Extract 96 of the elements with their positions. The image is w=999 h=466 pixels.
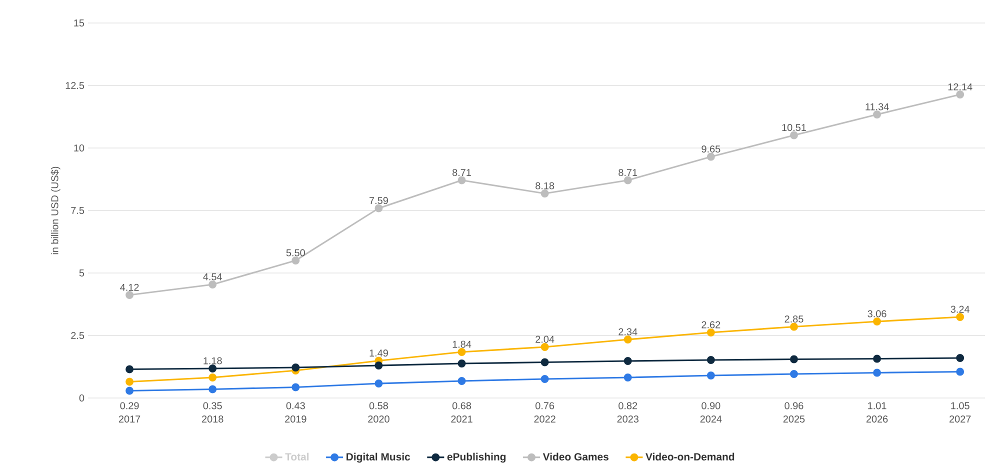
point [956,90,964,99]
data-label: 11.34 [866,103,889,110]
data-label: 0.90 [702,402,720,410]
x-tick-label: 2019 [285,416,306,423]
point [540,358,549,366]
data-label: 4.54 [203,273,222,280]
point [956,354,964,362]
data-label: 5.50 [286,249,305,256]
point [458,176,466,184]
data-label: 0.68 [452,402,472,410]
point [873,354,882,363]
point [292,364,300,372]
data-label: 7.59 [370,197,388,204]
data-label: 0.29 [120,402,139,410]
legend-label: Video Games [542,452,608,461]
point [540,375,549,384]
point [956,313,964,322]
point [374,362,383,370]
x-tick-label: 2017 [118,416,140,423]
data-label: 12.14 [948,83,972,90]
y-tick-label: 15 [74,20,84,27]
data-label: 1.84 [452,340,472,348]
point [873,318,882,326]
data-label: 3.24 [950,306,970,313]
data-label: 2.34 [618,328,638,336]
point [790,370,798,378]
y-tick-label: 7.5 [71,207,84,214]
data-label: 2.85 [784,316,804,323]
point [956,368,964,376]
data-label: 3.06 [868,310,886,318]
point [126,386,134,395]
x-tick-label: 2026 [866,416,888,423]
y-tick-label: 2.5 [71,332,84,340]
point [706,328,715,337]
legend-label: ePublishing [447,452,506,463]
point [624,336,632,344]
data-label: 2.04 [536,336,554,343]
y-tick-label: 10 [74,144,84,152]
data-label: 1.18 [204,357,222,364]
point [208,364,217,373]
data-label: 9.65 [702,146,720,153]
point [292,383,300,392]
point [208,374,217,382]
point [458,377,466,386]
data-label: 0.58 [369,402,388,410]
point [458,360,466,368]
x-tick-label: 2020 [368,416,390,423]
x-tick-label: 2027 [950,416,971,423]
point [540,190,549,198]
point [208,385,217,394]
y-tick-label: 5 [79,270,84,277]
data-label: 1.05 [951,402,970,410]
data-label: 0.76 [536,402,554,410]
point [126,365,134,374]
point [790,355,798,364]
legend-label: Digital Music [346,452,410,463]
data-label: 1.49 [370,350,388,357]
data-label: 0.96 [784,402,804,410]
point [374,380,383,388]
point [624,374,632,382]
y-tick-label: 0 [79,394,84,402]
data-label: 8.71 [618,169,638,176]
data-label: 2.62 [702,321,720,328]
y-tick-label: 12.5 [66,82,84,90]
x-tick-label: 2023 [617,416,639,423]
point [873,368,882,377]
point [790,131,798,140]
data-label: 0.82 [618,402,638,410]
point [790,322,798,331]
point [126,291,134,300]
data-label: 0.35 [203,402,222,410]
data-label: 8.71 [452,169,471,176]
x-tick-label: 2025 [783,416,805,423]
x-tick-label: 2022 [534,416,556,423]
data-label: 8.18 [536,182,554,190]
data-label: 1.01 [868,402,886,410]
point [873,110,882,119]
x-tick-label: 2018 [202,416,224,423]
x-tick-label: 2021 [451,416,472,423]
data-label: 0.43 [286,402,305,410]
point [706,152,715,161]
point [292,256,300,265]
point [458,348,466,356]
data-label: 4.12 [120,284,139,291]
data-label: 10.51 [782,124,806,132]
point [706,372,715,380]
legend-label: Video-on-Demand [646,452,734,461]
point [706,356,715,364]
x-tick-label: 2024 [700,416,722,423]
y-axis-title: in billion USD (US$) [50,166,60,254]
point [374,204,383,212]
point [624,357,632,366]
point [126,378,134,386]
point [208,280,217,289]
point [540,343,549,352]
point [624,176,632,184]
